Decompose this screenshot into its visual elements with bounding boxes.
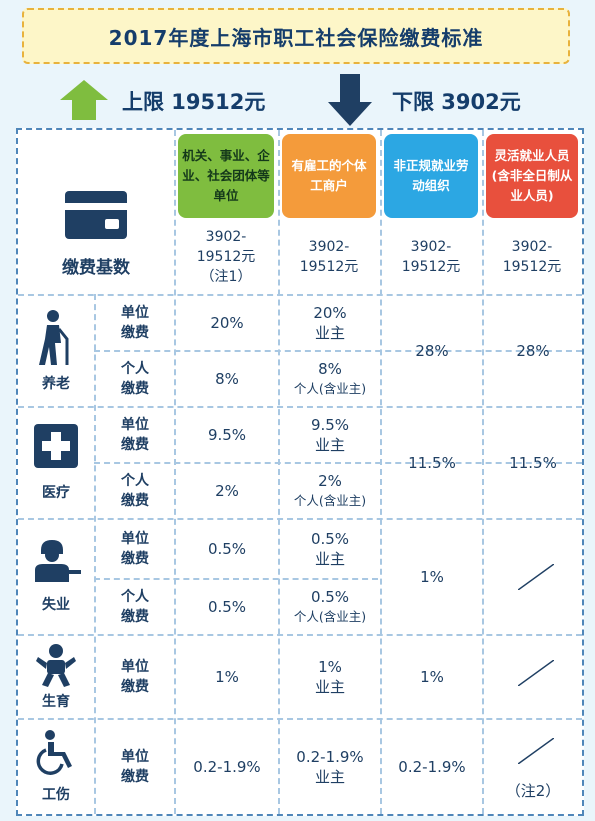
category-label: 医疗 (42, 485, 70, 501)
not-applicable-slash (518, 564, 554, 590)
category-label: 养老 (42, 376, 70, 392)
baby-icon (36, 644, 76, 687)
down-arrow-icon (328, 74, 372, 126)
maternity-informal-org: 1% (420, 668, 444, 686)
medical-institution-personal: 2% (215, 482, 239, 500)
value-note: 业主 (314, 768, 345, 786)
base-label: 缴费基数 (62, 257, 130, 278)
value-note: 个人(含业主) (293, 381, 367, 396)
sub-label-unit: 单位缴费 (121, 417, 149, 453)
medical-institution-unit: 9.5% (207, 426, 247, 444)
header-informal-org: 非正规就业劳动组织 (384, 134, 478, 218)
header-flexible-workers: 灵活就业人员(含非全日制从业人员) (486, 134, 578, 218)
limits-bar: 上限 19512元 下限 3902元 (0, 74, 595, 126)
wheelchair-icon (36, 730, 72, 775)
value-note: 业主 (314, 550, 345, 568)
value: 8% (318, 360, 342, 378)
injury-informal-org: 0.2-1.9% (398, 758, 466, 776)
medical-self-employed-unit: 9.5% 业主 (280, 408, 380, 462)
contribution-table: 缴费基数 机关、事业、企业、社会团体等单位 有雇工的个体工商户 非正规就业劳动组… (16, 128, 584, 816)
unemployment-self-employed-unit: 0.5% 业主 (280, 520, 380, 578)
unemployment-institution-unit: 0.5% (207, 540, 247, 558)
base-value-informal-org: 3902-19512元 (401, 239, 461, 275)
pension-institution-personal: 8% (215, 370, 239, 388)
base-label-cell: 缴费基数 (18, 130, 174, 294)
sub-label-unit: 单位缴费 (121, 659, 149, 695)
base-value-institutions: 3902-19512元（注1） (196, 229, 256, 285)
unemployment-self-employed-personal: 0.5% 个人(含业主) (280, 580, 380, 634)
value: 9.5% (310, 416, 350, 434)
value-note: 业主 (314, 436, 345, 454)
category-label: 失业 (42, 597, 70, 613)
medical-informal-org: 11.5% (408, 454, 456, 472)
sub-label-personal: 个人缴费 (121, 361, 149, 397)
pension-informal-org: 28% (415, 342, 449, 360)
value-note: 业主 (314, 678, 345, 696)
value: 2% (318, 472, 342, 490)
unemployment-informal-org: 1% (420, 568, 444, 586)
medical-flexible-workers: 11.5% (509, 454, 557, 472)
pension-self-employed-personal: 8% 个人(含业主) (280, 352, 380, 406)
category-label: 生育 (42, 694, 70, 710)
category-label: 工伤 (42, 787, 70, 803)
sub-label-personal: 个人缴费 (121, 589, 149, 625)
category-maternity: 生育 (18, 636, 94, 718)
category-pension: 养老 (18, 296, 94, 406)
sub-label-unit: 单位缴费 (121, 305, 149, 341)
injury-self-employed-unit: 0.2-1.9% 业主 (280, 720, 380, 814)
value-note: 个人(含业主) (293, 609, 367, 624)
value-note: 业主 (314, 324, 345, 342)
not-applicable-slash (518, 660, 554, 686)
value: 0.2-1.9% (296, 748, 364, 766)
injury-institution-unit: 0.2-1.9% (193, 758, 261, 776)
category-medical: 医疗 (18, 408, 94, 518)
value: 0.5% (310, 588, 350, 606)
elderly-person-icon (39, 310, 69, 365)
pension-flexible-workers: 28% (516, 342, 550, 360)
maternity-self-employed-unit: 1% 业主 (280, 636, 380, 718)
maternity-institution-unit: 1% (215, 668, 239, 686)
value: 1% (318, 658, 342, 676)
pension-institution-unit: 20% (210, 314, 244, 332)
sub-label-unit: 单位缴费 (121, 749, 149, 785)
page-title: 2017年度上海市职工社会保险缴费标准 (22, 8, 570, 64)
value: 20% (313, 304, 347, 322)
person-at-desk-icon (35, 540, 81, 582)
medical-cross-icon (34, 424, 78, 468)
up-arrow-icon (60, 80, 108, 120)
sub-label-personal: 个人缴费 (121, 473, 149, 509)
category-unemployment: 失业 (18, 520, 94, 634)
header-self-employed: 有雇工的个体工商户 (282, 134, 376, 218)
value-note: 个人(含业主) (293, 493, 367, 508)
injury-flexible-workers-note: （注2） (505, 782, 561, 800)
lower-limit: 下限 3902元 (392, 90, 521, 114)
pension-self-employed-unit: 20% 业主 (280, 296, 380, 350)
header-institutions: 机关、事业、企业、社会团体等单位 (178, 134, 274, 218)
medical-self-employed-personal: 2% 个人(含业主) (280, 464, 380, 518)
upper-limit: 上限 19512元 (122, 90, 266, 114)
base-value-self-employed: 3902-19512元 (299, 239, 359, 275)
value: 0.5% (310, 530, 350, 548)
not-applicable-slash (518, 738, 554, 764)
card-icon (65, 190, 127, 239)
category-work-injury: 工伤 (18, 720, 94, 814)
unemployment-institution-personal: 0.5% (207, 598, 247, 616)
base-value-flexible-workers: 3902-19512元 (502, 239, 562, 275)
sub-label-unit: 单位缴费 (121, 531, 149, 567)
